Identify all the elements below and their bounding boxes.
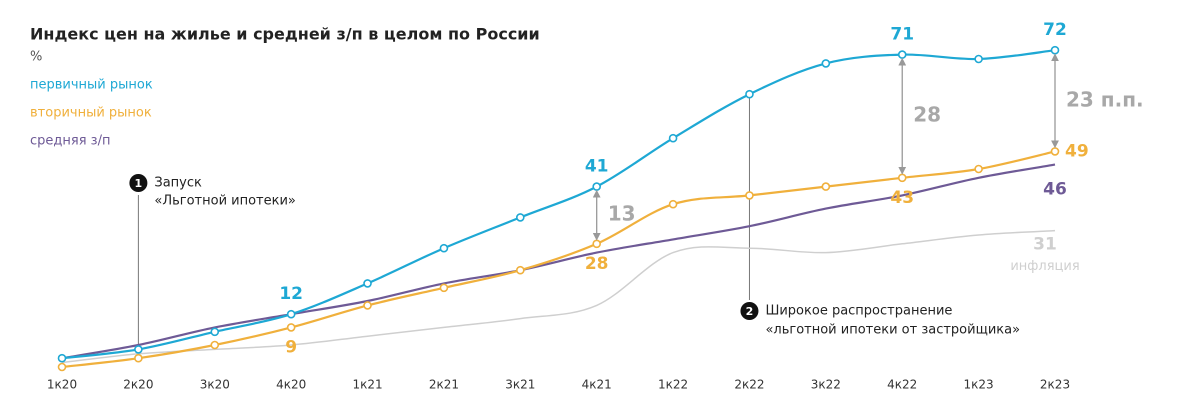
x-tick-label: 3к22: [811, 378, 841, 392]
x-tick-label: 2к22: [734, 378, 764, 392]
data-label: 12: [279, 284, 303, 304]
event-badge: [740, 302, 759, 320]
event-text: Широкое распространение: [765, 304, 952, 319]
point: [134, 353, 143, 363]
point: [897, 173, 907, 183]
series-line: [61, 49, 1056, 360]
data-label: 41: [585, 157, 609, 177]
point: [286, 323, 296, 332]
unit: %: [30, 50, 42, 65]
event-badge: [129, 174, 148, 192]
series-line: [61, 229, 1056, 364]
point: [821, 182, 831, 191]
point: [439, 283, 449, 293]
point: [974, 164, 983, 174]
point: [516, 213, 525, 222]
point: [516, 265, 525, 275]
x-tick-label: 2к20: [123, 378, 153, 392]
x-tick-label: 1к22: [658, 378, 688, 392]
data-label: 28: [585, 254, 609, 274]
point: [210, 340, 220, 350]
data-label: 31: [1033, 235, 1057, 255]
data-label: 49: [1065, 141, 1089, 161]
point: [745, 191, 754, 200]
point: [57, 362, 67, 372]
legend-entry: первичный рынок: [30, 78, 153, 93]
gap-label: 28: [913, 103, 941, 127]
x-tick-label: 2к23: [1040, 378, 1070, 392]
data-label: 72: [1043, 20, 1067, 40]
x-tick-label: 1к23: [964, 378, 994, 392]
x-tick-label: 3к20: [200, 378, 230, 392]
point: [974, 54, 983, 64]
point: [592, 182, 601, 191]
event-text: Запуск: [154, 176, 202, 191]
data-label: 9: [285, 337, 297, 357]
point: [363, 279, 372, 288]
x-tick-label: 1к20: [47, 378, 77, 392]
x-tick-label: 3к21: [505, 378, 535, 392]
x-tick-label: 4к21: [582, 378, 612, 392]
chart-title: Индекс цен на жилье и средней з/п в цело…: [30, 25, 540, 44]
point: [363, 301, 372, 310]
point: [668, 133, 678, 143]
point: [210, 327, 220, 337]
gap-label: 23 п.п.: [1066, 87, 1144, 111]
point: [439, 243, 449, 253]
point: [1050, 147, 1060, 156]
point: [745, 89, 754, 99]
x-tick-label: 4к22: [887, 378, 917, 392]
x-tick-label: 1к21: [352, 378, 382, 392]
point: [668, 199, 678, 209]
event-text: «льготной ипотеки от застройщика»: [765, 323, 1020, 338]
series-name-label: инфляция: [1010, 259, 1079, 274]
point: [821, 59, 831, 68]
series-line: [61, 150, 1056, 369]
gap-label: 13: [608, 202, 636, 226]
data-label: 71: [890, 25, 914, 45]
data-label: 43: [890, 188, 914, 208]
x-tick-label: 4к20: [276, 378, 306, 392]
point: [592, 239, 601, 249]
point: [286, 309, 296, 319]
point: [897, 50, 907, 59]
event-number: 1: [135, 177, 143, 190]
legend-entry: вторичный рынок: [30, 106, 152, 121]
event-text: «Льготной ипотеки»: [154, 194, 296, 209]
x-tick-label: 2к21: [429, 378, 459, 392]
event-number: 2: [746, 305, 754, 318]
point: [57, 353, 67, 363]
point: [1050, 45, 1060, 55]
data-label: 46: [1043, 180, 1067, 200]
series-line: [61, 163, 1056, 360]
legend-entry: средняя з/п: [30, 134, 110, 149]
point: [134, 345, 143, 354]
